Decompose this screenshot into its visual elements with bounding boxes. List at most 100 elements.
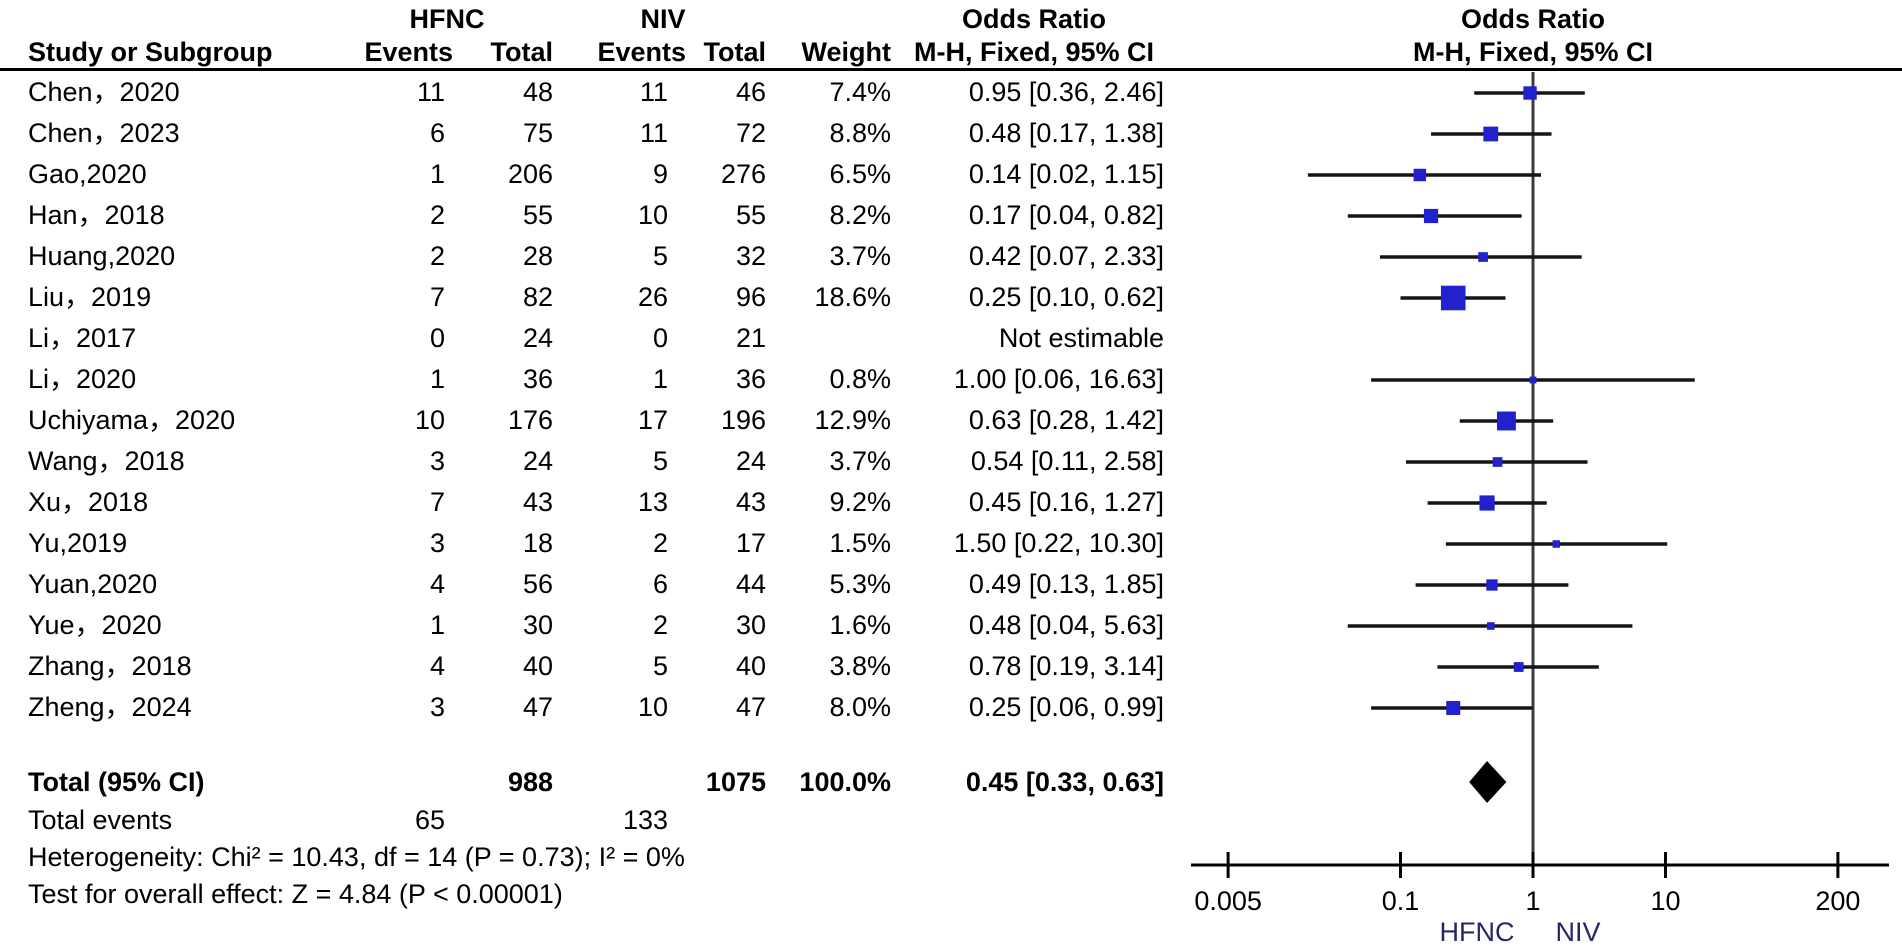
or-marker: [1529, 376, 1537, 384]
total-events-label: Total events: [28, 805, 173, 835]
weight: 8.2%: [829, 200, 891, 230]
ci-text: 0.25 [0.10, 0.62]: [968, 282, 1164, 312]
study-name: Gao,2020: [28, 159, 147, 189]
axis-tick-label: 0.005: [1194, 886, 1262, 916]
study-name: Li，2017: [28, 323, 137, 353]
ci-text: 0.17 [0.04, 0.82]: [968, 200, 1164, 230]
column-header-total-niv: Total: [703, 37, 767, 67]
weight: 7.4%: [829, 77, 891, 107]
niv-events: 10: [637, 692, 668, 722]
column-header-events-niv: Events: [597, 37, 686, 67]
odds-ratio-subtitle-plot: M-H, Fixed, 95% CI: [1412, 37, 1654, 67]
niv-total: 72: [735, 118, 766, 148]
weight: 1.6%: [829, 610, 891, 640]
ci-text: Not estimable: [998, 323, 1164, 353]
odds-ratio-subtitle-left: M-H, Fixed, 95% CI: [913, 37, 1155, 67]
overall-effect-text: Test for overall effect: Z = 4.84 (P < 0…: [28, 879, 563, 909]
or-marker: [1440, 285, 1466, 311]
hfnc-total: 18: [522, 528, 553, 558]
weight: 6.5%: [829, 159, 891, 189]
weight: 3.7%: [829, 446, 891, 476]
niv-events: 26: [637, 282, 668, 312]
ci-text: 0.48 [0.04, 5.63]: [968, 610, 1164, 640]
study-name: Chen，2023: [28, 118, 180, 148]
study-name: Uchiyama，2020: [28, 405, 236, 435]
niv-total: 55: [735, 200, 766, 230]
hfnc-total: 47: [522, 692, 553, 722]
hfnc-total: 24: [522, 323, 553, 353]
niv-events: 10: [637, 200, 668, 230]
or-marker: [1446, 701, 1461, 715]
niv-events: 0: [652, 323, 668, 353]
ci-text: 0.48 [0.17, 1.38]: [968, 118, 1164, 148]
odds-ratio-title-plot: Odds Ratio: [1460, 4, 1605, 34]
or-marker: [1479, 495, 1495, 511]
niv-total: 96: [735, 282, 766, 312]
hfnc-total: 48: [522, 77, 553, 107]
study-name: Xu，2018: [28, 487, 149, 517]
hfnc-events: 1: [429, 364, 445, 394]
or-marker: [1483, 126, 1499, 142]
total-events-niv: 133: [622, 805, 668, 835]
hfnc-events: 0: [429, 323, 445, 353]
niv-total: 276: [720, 159, 766, 189]
ci-text: 0.95 [0.36, 2.46]: [968, 77, 1164, 107]
hfnc-total: 55: [522, 200, 553, 230]
study-name: Han，2018: [28, 200, 165, 230]
or-marker: [1496, 411, 1516, 431]
niv-total: 40: [735, 651, 766, 681]
hfnc-total: 28: [522, 241, 553, 271]
niv-total: 30: [735, 610, 766, 640]
or-marker: [1513, 662, 1524, 672]
study-name: Huang,2020: [28, 241, 176, 271]
group-header-niv: NIV: [640, 4, 686, 34]
hfnc-total: 24: [522, 446, 553, 476]
hfnc-total: 36: [522, 364, 553, 394]
niv-total: 196: [720, 405, 766, 435]
hfnc-total: 206: [507, 159, 553, 189]
hfnc-events: 7: [429, 487, 445, 517]
favours-left-label: HFNC: [1440, 917, 1515, 947]
hfnc-total: 43: [522, 487, 553, 517]
study-name: Yuan,2020: [28, 569, 158, 599]
study-name: Yu,2019: [28, 528, 128, 558]
study-name: Yue，2020: [28, 610, 162, 640]
ci-text: 0.49 [0.13, 1.85]: [968, 569, 1164, 599]
or-marker: [1478, 252, 1488, 262]
niv-total: 47: [735, 692, 766, 722]
weight: 3.8%: [829, 651, 891, 681]
niv-events: 13: [637, 487, 668, 517]
hfnc-events: 11: [416, 77, 445, 107]
niv-total: 32: [735, 241, 766, 271]
hfnc-events: 1: [429, 610, 445, 640]
axis-tick-label: 1: [1525, 886, 1540, 916]
study-name: Chen，2020: [28, 77, 180, 107]
hfnc-total: 176: [507, 405, 553, 435]
niv-total: 46: [735, 77, 766, 107]
niv-total: 43: [735, 487, 766, 517]
niv-total: 17: [735, 528, 766, 558]
niv-total: 36: [735, 364, 766, 394]
hfnc-events: 3: [429, 446, 445, 476]
hfnc-events: 2: [429, 241, 445, 271]
hfnc-total: 75: [522, 118, 553, 148]
or-marker: [1492, 457, 1503, 467]
hfnc-events: 4: [429, 569, 445, 599]
total-weight: 100.0%: [799, 767, 891, 797]
niv-events: 11: [639, 77, 668, 107]
ci-text: 1.50 [0.22, 10.30]: [953, 528, 1164, 558]
ci-text: 0.42 [0.07, 2.33]: [968, 241, 1164, 271]
niv-events: 9: [652, 159, 668, 189]
niv-events: 11: [639, 118, 668, 148]
or-marker: [1413, 168, 1427, 182]
axis-tick-label: 0.1: [1382, 886, 1420, 916]
niv-events: 6: [652, 569, 668, 599]
hfnc-total: 82: [522, 282, 553, 312]
study-name: Wang，2018: [28, 446, 185, 476]
hfnc-total: 30: [522, 610, 553, 640]
axis-tick-label: 200: [1815, 886, 1860, 916]
weight: 8.0%: [829, 692, 891, 722]
or-marker: [1486, 622, 1495, 630]
ci-text: 0.54 [0.11, 2.58]: [970, 446, 1164, 476]
hfnc-events: 3: [429, 692, 445, 722]
